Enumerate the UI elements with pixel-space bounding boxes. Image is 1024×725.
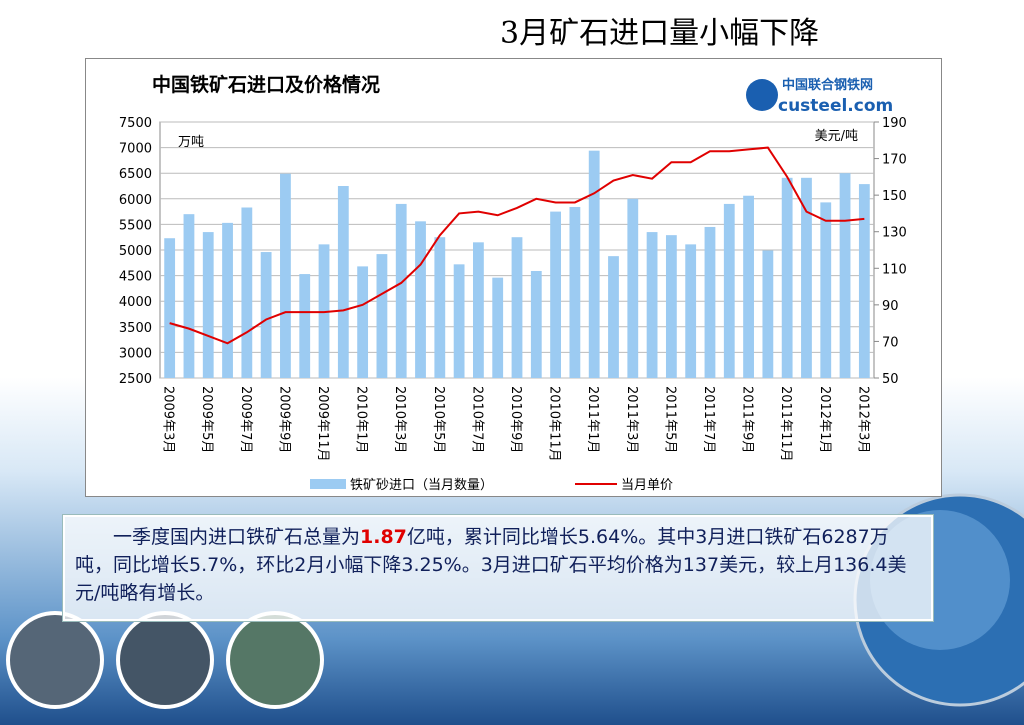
legend-label: 铁矿砂进口（当月数量） xyxy=(350,478,493,493)
bar xyxy=(743,195,754,378)
bar xyxy=(164,238,176,378)
y2-tick-label: 150 xyxy=(882,189,907,204)
x-tick-label: 2009年3月 xyxy=(161,386,176,453)
x-tick-label: 2011年9月 xyxy=(740,386,755,453)
x-tick-label: 2010年11月 xyxy=(547,386,562,462)
y-tick-label: 5500 xyxy=(119,218,152,233)
photo-truck xyxy=(6,611,104,709)
y-tick-label: 6500 xyxy=(119,167,152,182)
bar xyxy=(762,250,774,378)
price-line xyxy=(169,146,865,345)
bar xyxy=(299,274,311,378)
bar xyxy=(646,232,658,378)
y2-tick-label: 70 xyxy=(882,335,899,350)
x-tick-label: 2010年7月 xyxy=(469,386,484,453)
logo-url: custeel.com xyxy=(778,96,893,116)
bar xyxy=(839,173,851,378)
chart-title: 中国铁矿石进口及价格情况 xyxy=(152,73,380,96)
x-tick-label: 2011年1月 xyxy=(585,386,600,453)
y2-axis-label: 美元/吨 xyxy=(815,129,858,144)
y2-tick-label: 110 xyxy=(882,262,907,277)
bar xyxy=(202,232,214,378)
y-tick-label: 2500 xyxy=(119,372,152,387)
y-tick-label: 4000 xyxy=(119,295,152,310)
bar xyxy=(222,222,233,378)
bar xyxy=(492,277,504,378)
bar xyxy=(820,202,832,378)
bar xyxy=(183,214,195,378)
bar xyxy=(685,244,697,378)
y-tick-label: 4500 xyxy=(119,270,152,285)
x-tick-label: 2012年1月 xyxy=(817,386,832,453)
x-tick-label: 2011年7月 xyxy=(701,386,716,453)
bar xyxy=(569,206,581,378)
bar xyxy=(357,266,369,378)
x-tick-label: 2012年3月 xyxy=(855,386,870,453)
y2-tick-label: 170 xyxy=(882,153,907,168)
bar xyxy=(473,242,484,378)
bar xyxy=(627,198,639,378)
y-tick-label: 5000 xyxy=(119,244,152,259)
bar xyxy=(723,203,735,378)
y-tick-label: 6000 xyxy=(119,193,152,208)
y-tick-label: 3500 xyxy=(119,321,152,336)
slide-title: 3月矿石进口量小幅下降 xyxy=(500,16,820,51)
bar xyxy=(530,270,542,378)
y2-tick-label: 130 xyxy=(882,226,907,241)
bar xyxy=(395,203,407,378)
bar xyxy=(801,177,812,378)
x-tick-label: 2010年9月 xyxy=(508,386,523,453)
highlight: 1.87 xyxy=(360,526,407,548)
summary-text: 一季度国内进口铁矿石总量为1.87亿吨，累计同比增长5.64%。其中3月进口铁矿… xyxy=(63,515,933,621)
x-tick-label: 2009年7月 xyxy=(238,386,253,453)
bar xyxy=(415,221,426,378)
y-tick-label: 7500 xyxy=(119,116,152,131)
bar xyxy=(241,207,253,378)
logo-icon xyxy=(746,79,778,111)
bar xyxy=(260,252,272,378)
bar xyxy=(550,211,561,378)
y-tick-label: 7000 xyxy=(119,142,152,157)
x-tick-label: 2009年9月 xyxy=(276,386,291,453)
x-tick-label: 2011年11月 xyxy=(778,386,793,462)
x-tick-label: 2009年11月 xyxy=(315,386,330,462)
bar xyxy=(781,177,793,378)
y-tick-label: 3000 xyxy=(119,346,152,361)
x-tick-label: 2009年5月 xyxy=(199,386,214,453)
logo-name: 中国联合钢铁网 xyxy=(782,77,873,93)
bar xyxy=(280,173,291,378)
y2-tick-label: 50 xyxy=(882,372,899,387)
x-tick-label: 2010年1月 xyxy=(354,386,369,453)
text: 亿吨，累计同比增长5.64%。其中3月进口铁矿石6287万吨，同比增长5.7%，… xyxy=(75,526,907,604)
bar xyxy=(858,184,870,378)
x-tick-label: 2010年5月 xyxy=(431,386,446,453)
text: 一季度国内进口铁矿石总量为 xyxy=(113,526,361,548)
x-tick-label: 2011年5月 xyxy=(662,386,677,453)
bar xyxy=(453,264,465,378)
x-tick-label: 2011年3月 xyxy=(624,386,639,453)
y2-tick-label: 190 xyxy=(882,116,907,131)
bar xyxy=(704,226,716,378)
bar xyxy=(588,150,600,378)
bar xyxy=(434,237,446,378)
legend-label: 当月单价 xyxy=(621,478,673,493)
bar xyxy=(337,186,349,378)
bar xyxy=(511,237,523,378)
bar xyxy=(608,256,619,378)
legend-swatch xyxy=(310,479,346,489)
y2-tick-label: 90 xyxy=(882,299,899,314)
bar xyxy=(665,235,677,378)
bar xyxy=(376,254,388,378)
x-tick-label: 2010年3月 xyxy=(392,386,407,453)
y-axis-label: 万吨 xyxy=(178,135,204,150)
